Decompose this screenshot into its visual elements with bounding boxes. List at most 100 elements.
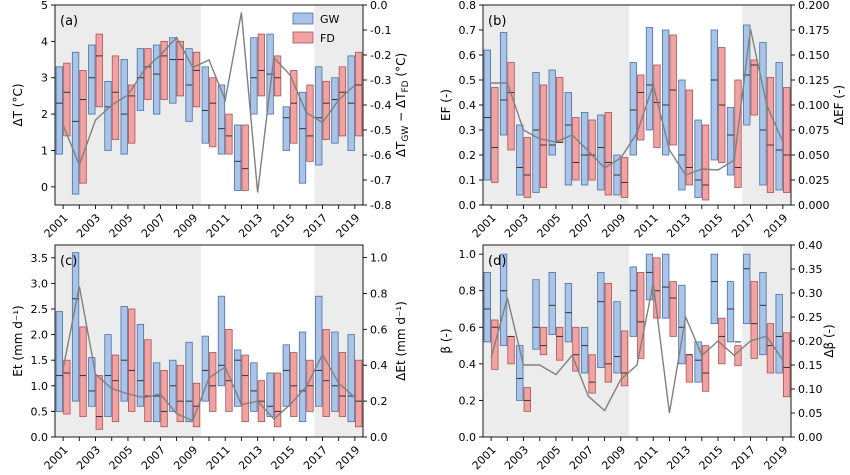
- bar-fd-2019: [782, 332, 791, 398]
- y-tick-label: 3.0: [31, 277, 49, 290]
- panel-label: (b): [488, 14, 506, 29]
- y-tick-label: 0.1: [459, 174, 477, 187]
- bar-gw-2004: [532, 279, 540, 350]
- bar-gw-2010: [629, 62, 637, 156]
- x-tick-label: 2001: [470, 443, 499, 472]
- panel-label: (d): [488, 254, 506, 269]
- bar-fd-2003: [523, 387, 531, 412]
- y-tick-label: 3.5: [31, 252, 49, 265]
- bar-fd-2004: [111, 55, 120, 140]
- bar-fd-2019: [354, 359, 363, 428]
- bar-fd-2002: [507, 62, 515, 151]
- bar-fd-2012: [669, 281, 677, 337]
- bar-fd-2009: [192, 51, 201, 108]
- bar-gw-2005: [120, 306, 128, 402]
- y-tick-label: 0.8: [459, 285, 477, 298]
- bar-gw-2013: [678, 284, 686, 365]
- bar-gw-2007: [152, 44, 161, 115]
- panel-d: 0.0 0.2 0.4 0.6 0.8 1.0 0.00 0.05 0.10 0.15 0.20 0.…: [439, 239, 836, 472]
- x-tick-label: 2011: [632, 443, 661, 472]
- bar-fd-2004: [539, 326, 548, 356]
- y-right-tick-label: -0.3: [370, 74, 391, 87]
- y-tick-label: 1.5: [31, 354, 49, 367]
- bar-gw-2008: [597, 114, 605, 191]
- legend-label-fd: FD: [320, 32, 335, 45]
- bar-gw-2015: [710, 29, 718, 161]
- bar-gw-2018: [759, 42, 767, 186]
- y-right-tick-label: 0.10: [798, 383, 823, 396]
- bar-gw-2003: [516, 345, 524, 401]
- bar-gw-2005: [548, 69, 556, 156]
- bar-gw-2011: [217, 295, 226, 387]
- x-tick-label: 2005: [535, 443, 564, 472]
- x-tick-label: 2009: [599, 211, 628, 240]
- y-axis-label: Et (mm d⁻¹): [11, 305, 25, 376]
- shaded-period-1: [314, 245, 363, 437]
- panel-c: 0.0 0.5 1.0 1.5 2.0 2.5 3.0 3.5 0.0 0.2 0.4 0.6 0.8 1…: [11, 244, 408, 472]
- shaded-period-0: [483, 245, 629, 437]
- y-tick-label: 0: [41, 181, 48, 194]
- bar-fd-2005: [128, 84, 136, 144]
- y-tick-label: 0.3: [459, 124, 477, 137]
- y-tick-label: 0.6: [459, 49, 477, 62]
- bar-fd-2014: [701, 345, 710, 392]
- bar-fd-2008: [604, 282, 612, 383]
- bar-gw-2013: [250, 37, 258, 115]
- bar-fd-2013: [257, 33, 266, 97]
- bar-fd-2014: [701, 124, 710, 201]
- bar-fd-2014: [273, 55, 282, 97]
- bar-gw-2016: [726, 107, 735, 176]
- bar-fd-2014: [273, 372, 282, 428]
- bar-fd-2011: [653, 64, 661, 148]
- legend-label-gw: GW: [320, 13, 340, 26]
- y-right-axis-label: ΔEt (mm d⁻¹): [394, 301, 408, 381]
- x-tick-label: 2005: [107, 211, 136, 240]
- bar-fd-2017: [322, 80, 330, 140]
- bar-gw-2019: [347, 334, 355, 423]
- y-tick-label: 0.8: [459, 0, 477, 12]
- legend-swatch-fd: [292, 31, 314, 44]
- bar-gw-2001: [55, 311, 64, 412]
- bar-fd-2003: [95, 33, 103, 108]
- x-tick-label: 2015: [697, 443, 726, 472]
- bar-fd-2011: [225, 113, 233, 155]
- y-right-tick-label: 0.075: [798, 124, 830, 137]
- y-right-tick-label: -0.1: [370, 24, 391, 37]
- y-right-axis-label: ΔTGW − ΔTFD (°C): [394, 53, 411, 157]
- bar-gw-2018: [759, 272, 767, 356]
- bar-fd-2018: [766, 77, 775, 193]
- bar-gw-2015: [710, 253, 718, 325]
- y-right-tick-label: -0.6: [370, 149, 391, 162]
- bar-fd-2012: [241, 124, 249, 191]
- bar-gw-2008: [169, 37, 177, 104]
- x-tick-label: 2003: [74, 211, 103, 240]
- y-right-tick-label: 0.30: [798, 287, 823, 300]
- x-tick-label: 2003: [502, 211, 531, 240]
- bar-fd-2010: [209, 352, 217, 412]
- difference-line: [490, 283, 784, 414]
- x-tick-label: 2005: [535, 211, 564, 240]
- x-tick-label: 2005: [107, 443, 136, 472]
- y-tick-label: 0.0: [459, 199, 477, 212]
- x-tick-label: 2015: [269, 211, 298, 240]
- x-tick-label: 2003: [502, 443, 531, 472]
- x-tick-label: 2013: [664, 211, 693, 240]
- bar-fd-2005: [128, 308, 136, 412]
- bar-gw-2001: [483, 272, 492, 343]
- bar-fd-2011: [225, 329, 233, 412]
- bar-gw-2016: [298, 91, 307, 184]
- y-right-tick-label: 0.00: [798, 431, 823, 444]
- bar-gw-2011: [645, 27, 654, 131]
- y-right-tick-label: 0.8: [370, 287, 388, 300]
- y-right-tick-label: 0.05: [798, 407, 823, 420]
- difference-line: [491, 28, 784, 176]
- bar-gw-2011: [217, 84, 226, 155]
- bar-gw-2015: [282, 106, 290, 151]
- y-tick-label: 1.0: [459, 248, 477, 261]
- bar-gw-2005: [120, 59, 128, 155]
- legend-swatch-gw: [292, 12, 314, 25]
- x-tick-label: 2007: [139, 443, 168, 472]
- bar-gw-2003: [88, 44, 96, 115]
- y-tick-label: 0.7: [459, 24, 477, 37]
- bar-gw-2001: [483, 49, 492, 181]
